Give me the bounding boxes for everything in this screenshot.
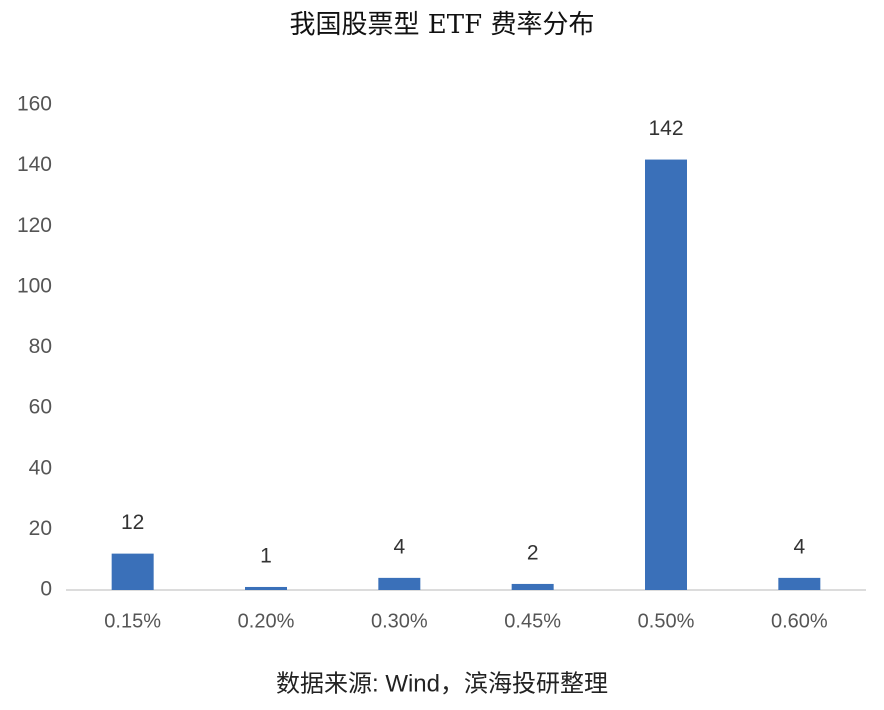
y-tick-label: 60 <box>29 396 52 419</box>
bar <box>511 583 554 590</box>
chart-title: 我国股票型 ETF 费率分布 <box>290 10 595 40</box>
value-label: 2 <box>527 541 539 564</box>
y-tick-label: 120 <box>17 214 52 237</box>
x-tick-label: 0.15% <box>104 610 161 632</box>
x-tick-label: 0.30% <box>371 610 428 632</box>
bar <box>778 577 821 590</box>
x-tick-label: 0.20% <box>238 610 295 632</box>
value-label: 4 <box>793 535 805 558</box>
source-note: 数据来源: Wind，滨海投研整理 <box>276 670 608 697</box>
y-tick-label: 0 <box>40 578 52 601</box>
bar <box>245 586 287 590</box>
value-label: 142 <box>648 117 683 140</box>
bar <box>111 553 154 590</box>
y-tick-label: 140 <box>17 153 52 176</box>
y-tick-label: 100 <box>17 274 52 297</box>
value-label: 12 <box>121 511 144 534</box>
x-tick-label: 0.45% <box>504 610 561 632</box>
x-tick-label: 0.60% <box>771 610 828 632</box>
y-tick-label: 20 <box>29 517 52 540</box>
y-tick-label: 160 <box>17 93 52 116</box>
bar <box>645 159 687 590</box>
value-label: 4 <box>393 535 405 558</box>
y-tick-label: 80 <box>29 335 52 358</box>
y-tick-label: 40 <box>29 456 52 479</box>
x-tick-label: 0.50% <box>638 610 695 632</box>
bar <box>378 577 421 590</box>
value-label: 1 <box>260 545 272 568</box>
